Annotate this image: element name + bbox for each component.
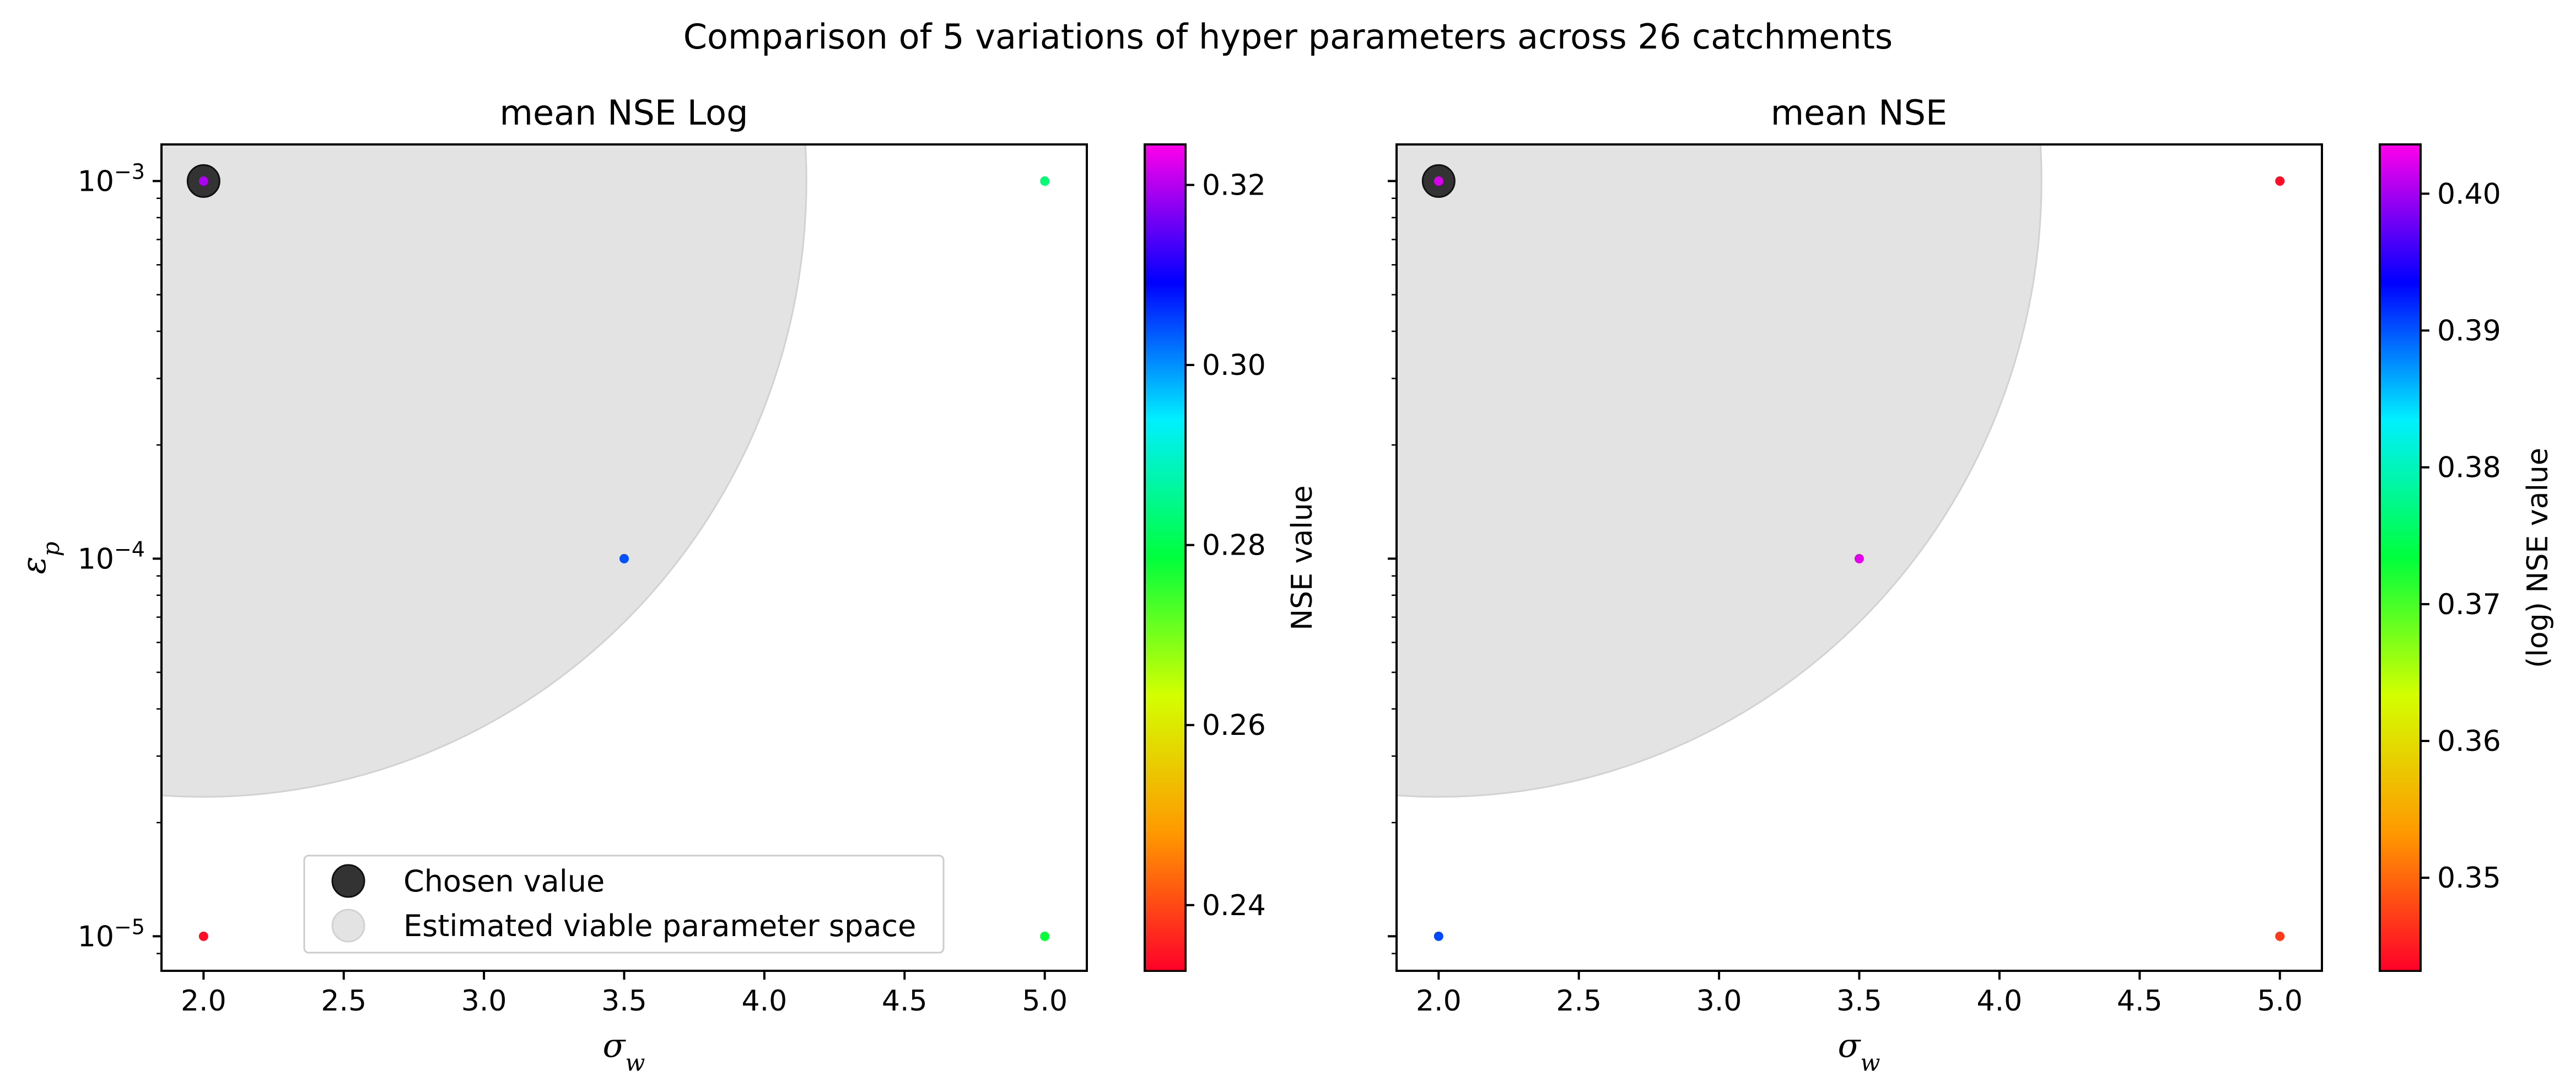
legend-chosen-label: Chosen value bbox=[403, 864, 605, 899]
x-tick-label: 2.0 bbox=[181, 985, 227, 1018]
x-tick-label: 2.5 bbox=[321, 985, 367, 1018]
colorbar-tick-label: 0.39 bbox=[2437, 315, 2501, 348]
x-axis-label-base: σ bbox=[1838, 1026, 1862, 1065]
x-tick-label: 3.5 bbox=[601, 985, 647, 1018]
x-tick-label: 4.0 bbox=[1977, 985, 2023, 1018]
subplot-mean-nse-log: 2.0 2.5 3.0 3.5 4.0 4.5 5.0 10−5 10−4 10−3 mean N… bbox=[15, 93, 1088, 1076]
colorbar-tick-label: 0.28 bbox=[1202, 529, 1266, 562]
legend-viable-label: Estimated viable parameter space bbox=[403, 909, 916, 943]
colorbar-label-log-nse-value: (log) NSE value bbox=[2521, 448, 2555, 668]
x-axis-label-right: σw bbox=[1838, 1026, 1880, 1076]
data-point bbox=[2275, 931, 2285, 941]
colorbar-ticks-log-nse-value: 0.35 0.36 0.37 0.38 0.39 0.40 bbox=[2421, 178, 2501, 895]
legend-chosen-marker bbox=[331, 864, 365, 898]
colorbar-tick-label: 0.40 bbox=[2437, 178, 2501, 211]
colorbar-tick-label: 0.38 bbox=[2437, 452, 2501, 485]
x-axis-label-base: σ bbox=[603, 1026, 627, 1065]
axes-title-mean-nse-log: mean NSE Log bbox=[500, 93, 748, 133]
data-point bbox=[198, 176, 208, 186]
plot-area-mean-nse: 2.0 2.5 3.0 3.5 4.0 4.5 5.0 bbox=[1388, 144, 2303, 1018]
data-point bbox=[1433, 931, 1443, 941]
axes-frame-mean-nse-log bbox=[160, 143, 1088, 972]
x-tick-label: 5.0 bbox=[2257, 985, 2303, 1018]
colorbar-tick-label: 0.32 bbox=[1202, 169, 1266, 202]
x-tick-label: 3.0 bbox=[1696, 985, 1742, 1018]
colorbar-tick-label: 0.35 bbox=[2437, 862, 2501, 895]
colorbar-tick-label: 0.26 bbox=[1202, 709, 1266, 742]
x-tick-label: 4.0 bbox=[742, 985, 788, 1018]
colorbar-gradient-log-nse-value bbox=[2380, 144, 2421, 971]
x-tick-label: 4.5 bbox=[2117, 985, 2163, 1018]
data-point bbox=[1040, 176, 1050, 186]
plot-content bbox=[161, 144, 1050, 941]
legend-viable-marker bbox=[331, 909, 365, 943]
colorbar-frame-nse-value bbox=[1144, 143, 1187, 972]
data-point bbox=[619, 553, 629, 563]
subplot-mean-nse: 2.0 2.5 3.0 3.5 4.0 4.5 5.0 mean NSE σw bbox=[1388, 93, 2323, 1076]
colorbar-tick-label: 0.30 bbox=[1202, 349, 1266, 382]
colorbar-log-nse-value: 0.35 0.36 0.37 0.38 0.39 0.40 (log) NSE value bbox=[2379, 143, 2555, 972]
x-tick-label: 2.5 bbox=[1556, 985, 1602, 1018]
axes-title-mean-nse: mean NSE bbox=[1771, 93, 1947, 133]
x-axis-label-sub: w bbox=[1861, 1049, 1880, 1076]
figure-suptitle: Comparison of 5 variations of hyper para… bbox=[683, 17, 1893, 57]
x-tick-label: 3.5 bbox=[1836, 985, 1882, 1018]
plot-content bbox=[1397, 144, 2285, 941]
y-axis-label: εp bbox=[15, 541, 64, 574]
data-point bbox=[1433, 176, 1443, 186]
data-point bbox=[2275, 176, 2285, 186]
x-tick-label: 5.0 bbox=[1022, 985, 1068, 1018]
x-tick-label: 4.5 bbox=[882, 985, 928, 1018]
x-tick-label: 2.0 bbox=[1416, 985, 1462, 1018]
viable-parameter-region bbox=[1397, 144, 2043, 798]
y-tick-label: 10−4 bbox=[78, 537, 145, 576]
y-tick-label: 10−5 bbox=[78, 915, 145, 953]
colorbar-tick-label: 0.24 bbox=[1202, 889, 1266, 922]
colorbar-nse-value: 0.24 0.26 0.28 0.30 0.32 NSE value bbox=[1144, 143, 1319, 972]
y-tick-label: 10−3 bbox=[78, 159, 145, 198]
y-axis-label-base: ε bbox=[15, 556, 53, 574]
colorbar-frame-log-nse-value bbox=[2379, 143, 2422, 972]
colorbar-ticks-nse-value: 0.24 0.26 0.28 0.30 0.32 bbox=[1185, 169, 1266, 922]
data-point bbox=[1855, 553, 1864, 563]
legend-box bbox=[303, 854, 945, 954]
x-axis-label-left: σw bbox=[603, 1026, 645, 1076]
colorbar-tick-label: 0.36 bbox=[2437, 725, 2501, 758]
colorbar-tick-label: 0.37 bbox=[2437, 588, 2501, 621]
legend: Chosen value Estimated viable parameter … bbox=[303, 854, 945, 954]
colorbar-label-nse-value: NSE value bbox=[1286, 485, 1319, 630]
viable-parameter-region bbox=[161, 144, 807, 798]
colorbar-gradient-nse-value bbox=[1145, 144, 1185, 971]
y-axis-label-sub: p bbox=[37, 541, 64, 556]
plot-area-mean-nse-log: 2.0 2.5 3.0 3.5 4.0 4.5 5.0 10−5 10−4 10−3 bbox=[78, 144, 1068, 1018]
axes-frame-mean-nse bbox=[1395, 143, 2323, 972]
x-axis-label-sub: w bbox=[626, 1049, 645, 1076]
data-point bbox=[1040, 931, 1050, 941]
x-tick-label: 3.0 bbox=[461, 985, 507, 1018]
data-point bbox=[198, 931, 208, 941]
